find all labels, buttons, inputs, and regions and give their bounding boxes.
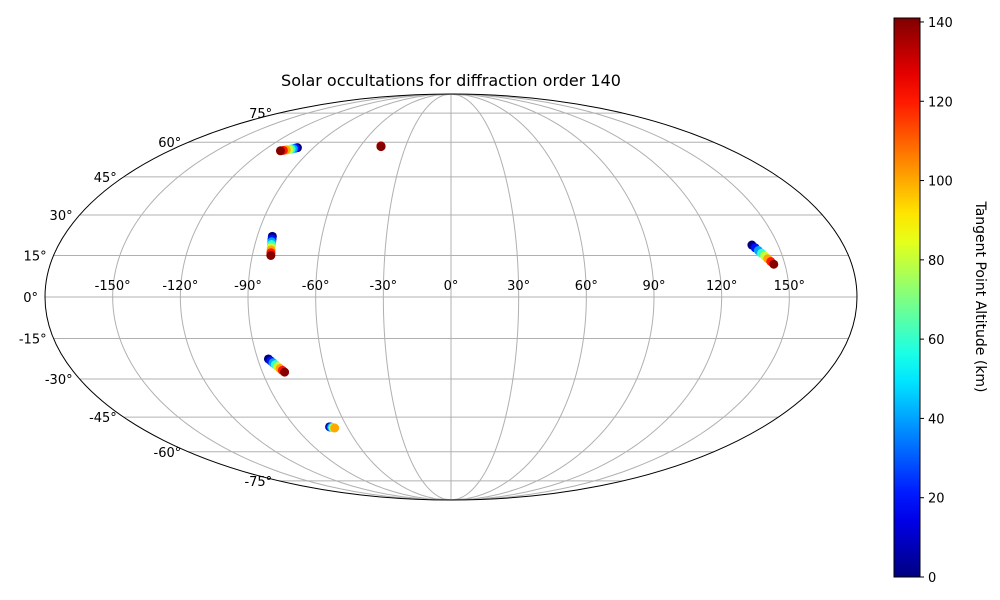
latitude-tick-label: -75° [244, 475, 272, 490]
latitude-tick-label: 75° [249, 107, 272, 122]
longitude-tick-labels: -150° -120° -90° -60° -30° 0° 30° 60° 90° 120° 150… [95, 279, 805, 294]
occultation-point [769, 259, 779, 269]
colorbar-tick-label: 140 [928, 16, 953, 31]
longitude-gridline [450, 94, 587, 500]
longitude-gridline [112, 94, 452, 500]
colorbar-tick-label: 80 [928, 254, 945, 269]
latitude-tick-label: -45° [89, 411, 117, 426]
latitude-tick-label: 0° [23, 291, 38, 306]
longitude-tick-label: 60° [575, 279, 598, 294]
latitude-tick-label: 15° [24, 249, 47, 264]
occultation-point [275, 146, 285, 156]
colorbar-gradient [893, 17, 921, 578]
graticule-grid [45, 94, 857, 500]
longitude-gridline [450, 94, 520, 500]
longitude-tick-label: 90° [642, 279, 665, 294]
colorbar-tick-label: 120 [928, 95, 953, 110]
longitude-gridline [450, 94, 790, 500]
occultation-point [266, 250, 276, 260]
colorbar-tick-label: 0 [928, 571, 936, 586]
longitude-gridline [179, 94, 452, 500]
colorbar: 0 20 40 60 80 100 120 140 Tangent Point Altitud… [893, 16, 988, 586]
latitude-tick-label: 60° [158, 136, 181, 151]
longitude-tick-label: 120° [706, 279, 737, 294]
latitude-tick-label: 45° [94, 171, 117, 186]
longitude-tick-label: -60° [302, 279, 330, 294]
longitude-tick-label: -90° [234, 279, 262, 294]
longitude-tick-label: 30° [507, 279, 530, 294]
longitude-tick-label: 150° [774, 279, 805, 294]
longitude-tick-label: 0° [444, 279, 459, 294]
longitude-tick-label: -30° [369, 279, 397, 294]
longitude-gridline [450, 94, 655, 500]
chart-title: Solar occultations for diffraction order… [281, 71, 621, 90]
colorbar-tick-label: 20 [928, 492, 945, 507]
occultation-point [280, 367, 290, 377]
colorbar-tick-label: 100 [928, 175, 953, 190]
latitude-tick-label: -60° [154, 446, 182, 461]
colorbar-tick-label: 60 [928, 333, 945, 348]
occultation-point [330, 423, 340, 433]
longitude-tick-label: -150° [95, 279, 131, 294]
colorbar-label: Tangent Point Altitude (km) [972, 200, 988, 392]
longitude-gridline [382, 94, 452, 500]
map-boundary [44, 93, 858, 501]
longitude-gridline [450, 94, 723, 500]
colorbar-ticks: 0 20 40 60 80 100 120 140 [920, 16, 953, 586]
latitude-tick-labels: -75° -60° -45° -30° -15° 0° 15° 30° 45° 60° 75° [19, 107, 272, 490]
latitude-tick-label: -30° [45, 373, 73, 388]
latitude-tick-label: 30° [50, 209, 73, 224]
longitude-tick-label: -120° [162, 279, 198, 294]
longitude-gridline [247, 94, 452, 500]
occultation-points [263, 141, 779, 433]
occultation-point [376, 142, 386, 152]
longitude-gridline [315, 94, 452, 500]
latitude-tick-label: -15° [19, 333, 47, 348]
colorbar-tick-label: 40 [928, 412, 945, 427]
